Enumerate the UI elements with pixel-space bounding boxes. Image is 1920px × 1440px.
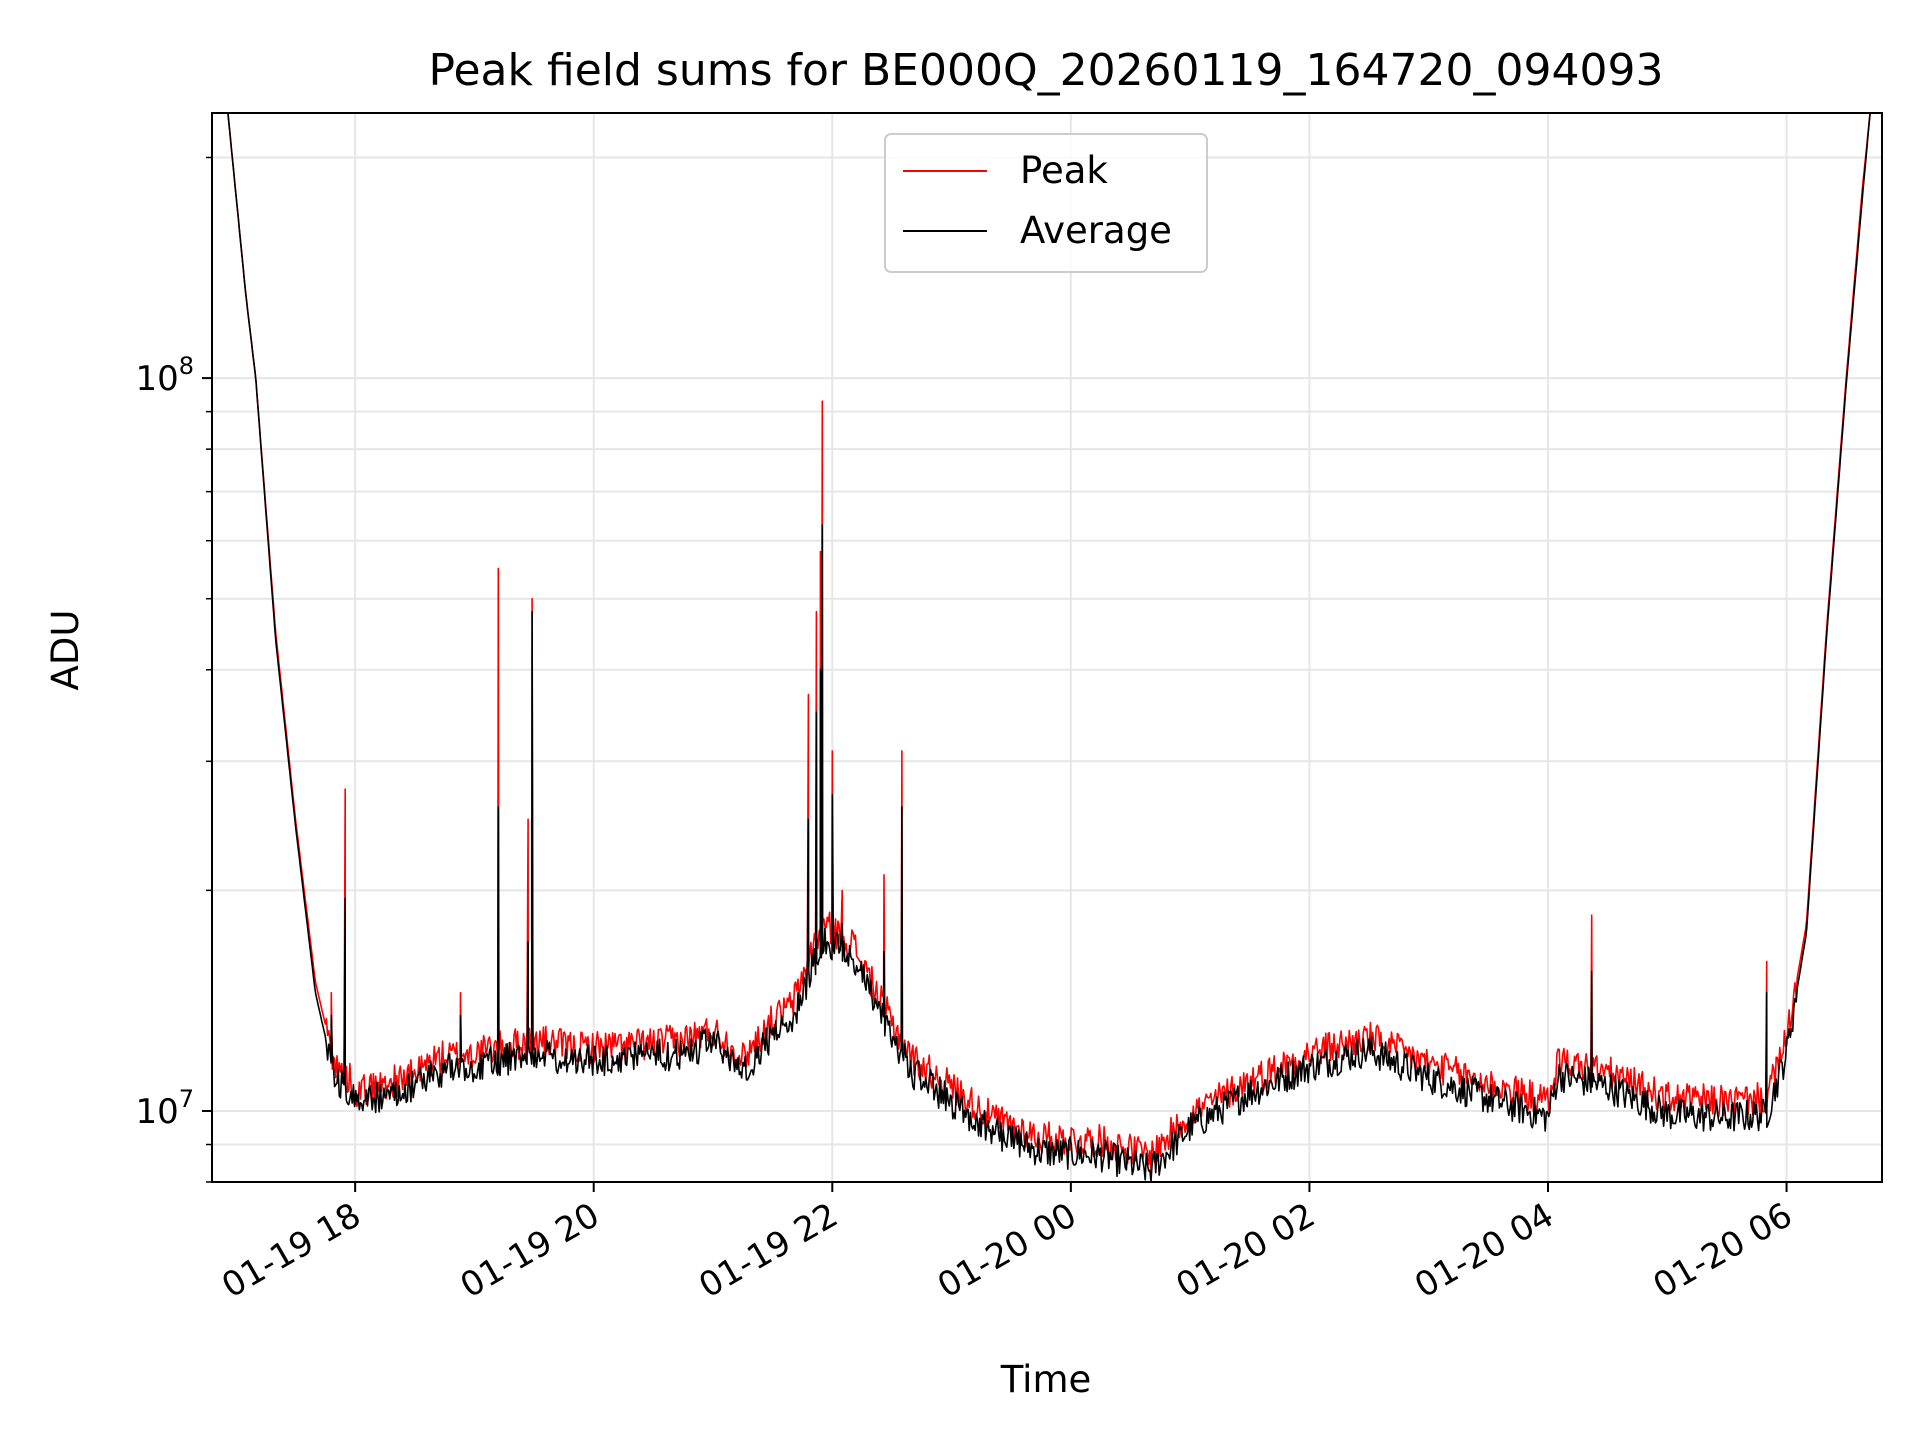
series-line-average	[227, 112, 1871, 1183]
y-axis-ticks: 107 108	[135, 156, 212, 1183]
chart-title: Peak field sums for BE000Q_20260119_1647…	[429, 45, 1664, 96]
legend: Peak Average	[884, 133, 1208, 273]
plot-frame	[211, 112, 1883, 1183]
legend-label-peak: Peak	[1020, 149, 1108, 192]
y-tick-label: 107	[135, 1085, 194, 1132]
legend-label-average: Average	[1020, 209, 1172, 252]
x-axis-title: Time	[1000, 1358, 1092, 1401]
legend-box	[884, 133, 1208, 273]
y-axis-title: ADU	[44, 610, 87, 691]
series-layer	[227, 112, 1871, 1183]
y-tick-label: 108	[135, 352, 194, 399]
